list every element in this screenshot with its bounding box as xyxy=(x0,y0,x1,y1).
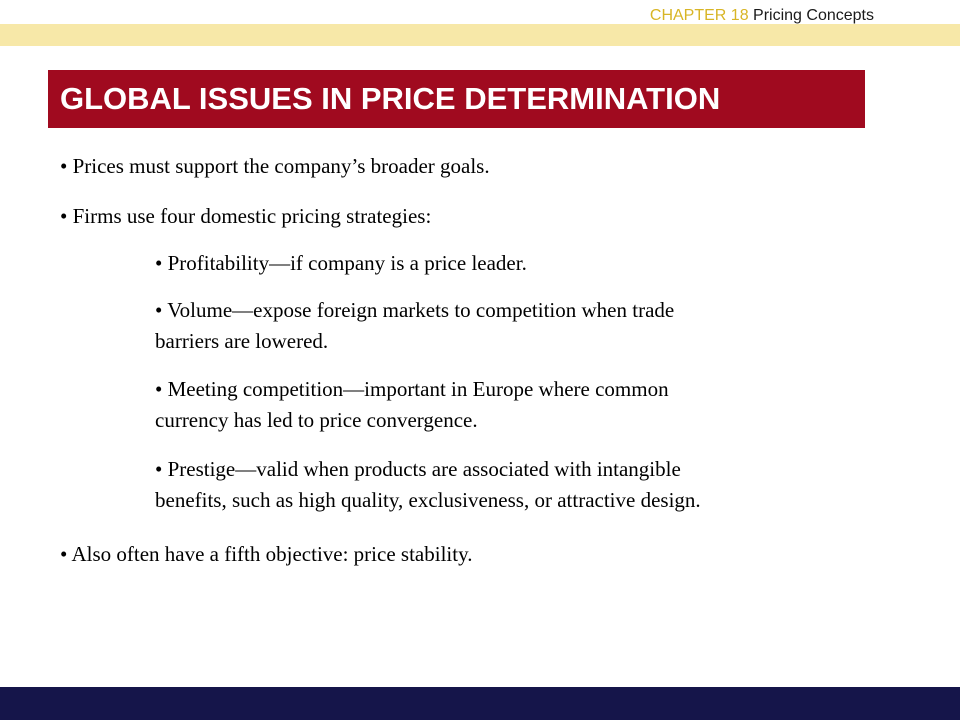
chapter-label: CHAPTER 18 Pricing Concepts xyxy=(650,6,874,26)
sub-bullet-item: • Profitability—if company is a price le… xyxy=(155,248,527,279)
footer-band xyxy=(0,687,960,720)
slide-title: GLOBAL ISSUES IN PRICE DETERMINATION xyxy=(60,81,721,116)
bullet-line: • Prestige—valid when products are assoc… xyxy=(155,457,681,481)
bullet-line: • Also often have a fifth objective: pri… xyxy=(60,542,473,566)
bullet-line: • Firms use four domestic pricing strate… xyxy=(60,204,432,228)
bullet-line: • Volume—expose foreign markets to compe… xyxy=(155,298,675,322)
bullet-item: • Firms use four domestic pricing strate… xyxy=(60,201,431,232)
bullet-line: currency has led to price convergence. xyxy=(155,408,478,432)
bullet-item: • Prices must support the company’s broa… xyxy=(60,151,490,182)
chapter-title: Pricing Concepts xyxy=(753,7,874,24)
bullet-line: • Prices must support the company’s broa… xyxy=(60,154,490,178)
bullet-line: barriers are lowered. xyxy=(155,329,329,353)
bullet-line: benefits, such as high quality, exclusiv… xyxy=(155,488,701,512)
bullet-line: • Profitability—if company is a price le… xyxy=(155,251,527,275)
sub-bullet-item: • Prestige—valid when products are assoc… xyxy=(155,454,701,516)
chapter-number: CHAPTER 18 xyxy=(649,7,749,24)
header-band xyxy=(0,24,960,46)
slide-title-box: GLOBAL ISSUES IN PRICE DETERMINATION xyxy=(48,70,865,128)
sub-bullet-item: • Meeting competition—important in Europ… xyxy=(155,374,669,436)
bullet-item: • Also often have a fifth objective: pri… xyxy=(60,539,472,570)
sub-bullet-item: • Volume—expose foreign markets to compe… xyxy=(155,295,674,357)
bullet-line: • Meeting competition—important in Europ… xyxy=(155,377,669,401)
